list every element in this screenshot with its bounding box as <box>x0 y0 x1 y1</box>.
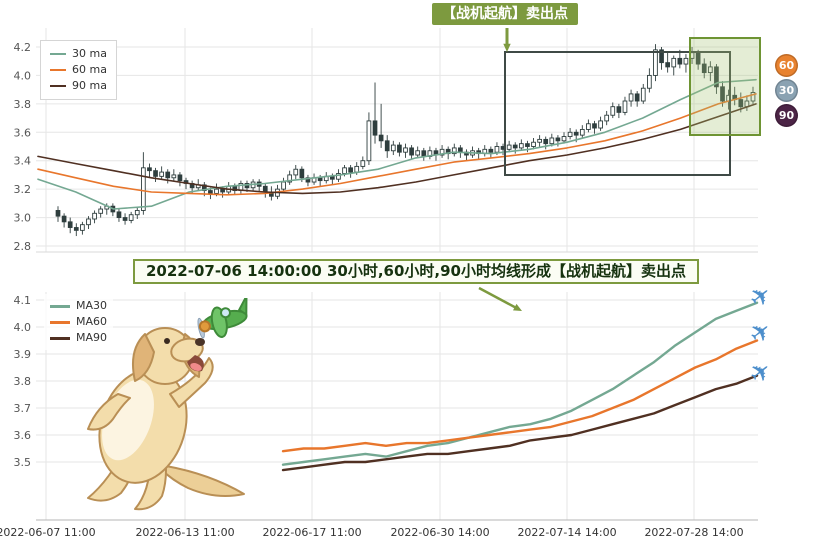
sell-point-callout: 【战机起航】卖出点 <box>432 3 578 25</box>
dog-nose <box>195 338 205 346</box>
svg-text:3.9: 3.9 <box>14 348 32 361</box>
ma30-badge: 30 <box>775 79 798 102</box>
svg-text:3.0: 3.0 <box>14 212 32 225</box>
legend-label: MA60 <box>76 315 108 328</box>
top-ma-lines <box>37 78 757 210</box>
ma90-line-swatch <box>50 85 66 87</box>
dog-illustration <box>87 327 245 511</box>
dog-tail <box>161 465 245 497</box>
bottom-chart-legend: MA30 MA60 MA90 <box>44 294 114 350</box>
svg-text:2.8: 2.8 <box>14 240 32 253</box>
svg-text:4.0: 4.0 <box>14 321 32 334</box>
svg-text:4.1: 4.1 <box>14 294 32 307</box>
legend-label: MA90 <box>76 331 108 344</box>
svg-text:3.8: 3.8 <box>14 98 32 111</box>
legend-item: MA90 <box>50 330 107 346</box>
signal-annotation: 2022-07-06 14:00:00 30小时,60小时,90小时均线形成【战… <box>133 259 699 284</box>
toy-plane-tailfin <box>237 298 248 317</box>
x-tick-label: 2022-07-14 14:00 <box>517 526 617 539</box>
ma30-line-swatch <box>50 53 66 55</box>
x-tick-label: 2022-06-07 11:00 <box>0 526 96 539</box>
svg-text:3.7: 3.7 <box>14 402 32 415</box>
svg-text:3.5: 3.5 <box>14 456 32 469</box>
legend-item: MA60 <box>50 314 107 330</box>
toy-plane-illustration <box>197 298 248 339</box>
legend-item: 30 ma <box>50 46 107 62</box>
x-tick-label: 2022-06-30 14:00 <box>390 526 490 539</box>
candlestick-plot <box>55 44 756 237</box>
dog-eye <box>164 338 170 344</box>
legend-label: 60 ma <box>72 63 107 76</box>
bottom-ma-lines <box>281 301 759 472</box>
svg-text:3.4: 3.4 <box>14 155 32 168</box>
svg-text:3.2: 3.2 <box>14 183 32 196</box>
ma90-badge: 90 <box>775 104 798 127</box>
toy-plane-cockpit <box>220 307 232 319</box>
x-tick-label: 2022-06-13 11:00 <box>135 526 235 539</box>
x-tick-label: 2022-07-28 14:00 <box>644 526 744 539</box>
ma60-badge: 60 <box>775 54 798 77</box>
highlight-boxes <box>504 37 761 176</box>
svg-text:4.0: 4.0 <box>14 69 32 82</box>
svg-text:3.6: 3.6 <box>14 126 32 139</box>
legend-item: 90 ma <box>50 78 107 94</box>
legend-item: MA30 <box>50 298 107 314</box>
svg-text:4.2: 4.2 <box>14 41 32 54</box>
dog-with-plane-illustration <box>87 298 248 511</box>
legend-label: MA30 <box>76 299 108 312</box>
ma60-line-swatch <box>50 69 66 71</box>
dog-ear <box>132 333 155 382</box>
x-tick-label: 2022-06-17 11:00 <box>262 526 362 539</box>
top-chart-legend: 30 ma 60 ma 90 ma <box>40 40 117 100</box>
svg-text:3.6: 3.6 <box>14 429 32 442</box>
legend-label: 30 ma <box>72 47 107 60</box>
legend-item: 60 ma <box>50 62 107 78</box>
dog-tongue <box>190 363 202 371</box>
dog-front-leg <box>87 393 131 431</box>
ma90-line-swatch <box>50 336 70 340</box>
ma60-line-swatch <box>50 320 70 324</box>
svg-text:3.8: 3.8 <box>14 375 32 388</box>
ma30-line-swatch <box>50 304 70 308</box>
annotation-arrows <box>478 28 522 311</box>
legend-label: 90 ma <box>72 79 107 92</box>
toy-plane-nose <box>198 320 211 333</box>
